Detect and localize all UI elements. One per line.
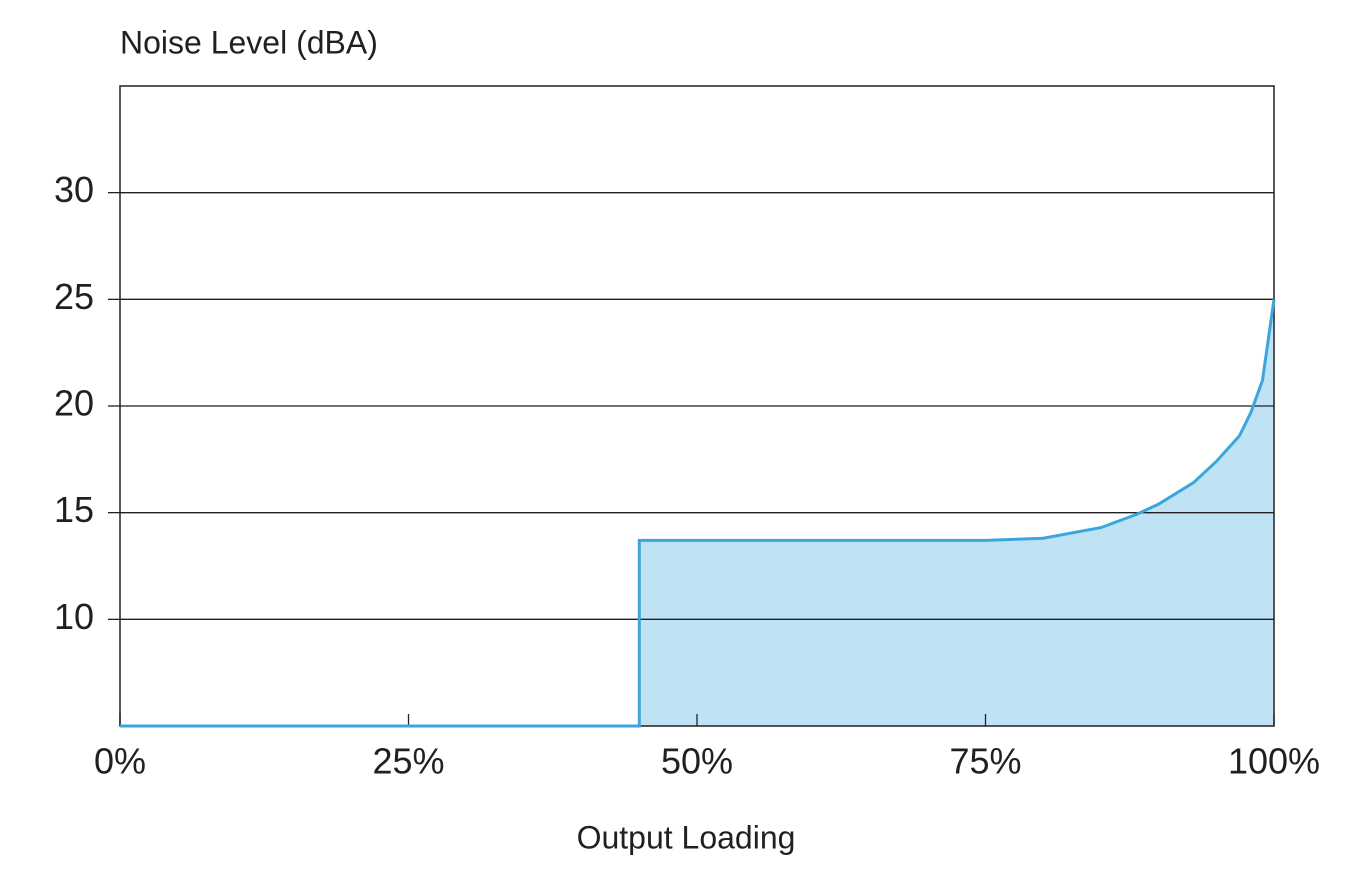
y-tick-label: 15 — [54, 489, 94, 530]
y-tick-label: 20 — [54, 383, 94, 424]
plot-frame — [119, 85, 1275, 727]
y-tick-label: 30 — [54, 169, 94, 210]
x-axis-label: Output Loading — [577, 819, 796, 855]
area-line — [120, 299, 1276, 728]
x-tick-label: 100% — [1228, 741, 1320, 782]
x-tick-label: 25% — [372, 741, 444, 782]
y-tick-label: 10 — [54, 596, 94, 637]
x-tick-label: 50% — [661, 741, 733, 782]
y-axis-label: Noise Level (dBA) — [120, 24, 378, 60]
x-tick-label: 0% — [94, 741, 146, 782]
x-tick-label: 75% — [949, 741, 1021, 782]
y-tick-label: 25 — [54, 276, 94, 317]
